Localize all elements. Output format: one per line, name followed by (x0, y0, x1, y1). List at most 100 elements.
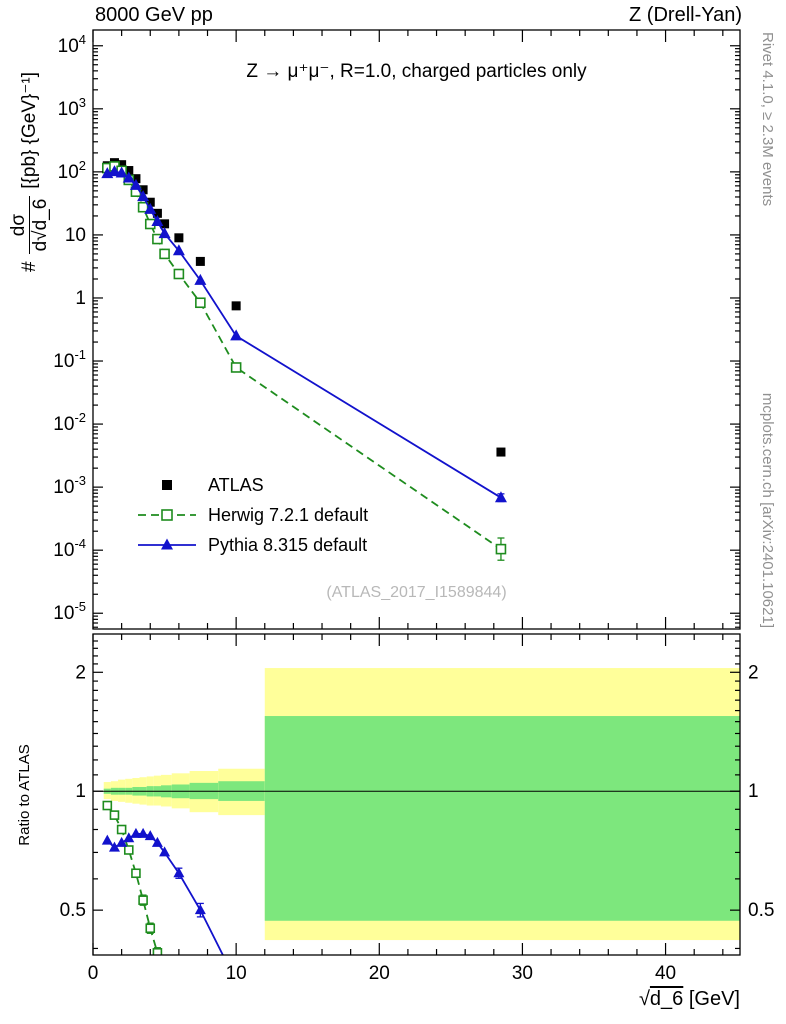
marker-square-open (145, 923, 156, 934)
marker-square-open (116, 824, 127, 835)
legend-item-pythia: Pythia 8.315 default (136, 532, 368, 558)
marker-triangle-filled (144, 202, 157, 214)
ylabel-denominator: d√d_6 (29, 195, 52, 255)
x-tick-label: 40 (655, 963, 676, 984)
legend: ATLAS Herwig 7.2.1 default Pythia 8.315 de… (136, 472, 368, 558)
marker-triangle-filled (194, 904, 206, 915)
marker-square-open (495, 543, 507, 555)
main-y-axis-label: # dσ d√d_6 [{pb} {GeV}⁻¹] (8, 72, 52, 272)
marker-square-open (138, 895, 148, 905)
legend-item-herwig: Herwig 7.2.1 default (136, 502, 368, 528)
analysis-watermark: (ATLAS_2017_I1589844) (326, 584, 507, 601)
legend-label: Herwig 7.2.1 default (208, 504, 369, 525)
marker-triangle-filled (159, 846, 171, 857)
marker-square-filled (152, 208, 162, 218)
x-tick-label: 10 (226, 963, 247, 984)
marker-triangle-filled (123, 832, 135, 843)
y-tick-label: 104 (58, 32, 86, 57)
ratio-panel-frame (92, 633, 741, 956)
ylabel-prefix: # (18, 261, 40, 273)
marker-square-open (131, 868, 141, 879)
marker-square-filled (138, 185, 148, 195)
marker-square-filled (496, 447, 506, 457)
rivet-version-note: Rivet 4.1.0, ≥ 2.3M events (759, 32, 776, 207)
ratio-tick-label-right: 0.5 (748, 900, 774, 921)
ratio-uncertainty-bands (103, 668, 740, 941)
ylabel-units: [{pb} {GeV}⁻¹] (19, 71, 41, 189)
marker-triangle-filled (151, 836, 163, 847)
xlabel-root: d_6 (649, 988, 684, 1010)
marker-triangle-filled (494, 491, 507, 503)
legend-marker-triangle-filled (138, 538, 196, 550)
marker-triangle-filled (130, 827, 142, 838)
marker-triangle-filled (137, 190, 150, 202)
marker-triangle-filled (151, 215, 164, 227)
ratio-tick-label-right: 2 (748, 662, 759, 683)
pythia-series-main (101, 165, 507, 503)
marker-square-open (102, 800, 113, 811)
x-tick-label: 30 (512, 963, 533, 984)
marker-triangle-filled (129, 178, 142, 190)
ratio-y-axis-label: Ratio to ATLAS (16, 744, 33, 846)
ratio-tick-label-left: 2 (75, 662, 86, 683)
y-tick-label: 10-5 (53, 599, 86, 624)
process-label: Z (Drell-Yan) (629, 4, 742, 26)
y-tick-label: 10-1 (53, 347, 86, 372)
ratio-series (101, 800, 224, 955)
marker-triangle-filled (101, 834, 113, 845)
y-tick-label: 10-2 (53, 410, 86, 435)
legend-marker-square-filled (162, 480, 172, 490)
marker-triangle-filled (173, 867, 185, 878)
marker-square-open (123, 845, 134, 855)
marker-square-open (152, 947, 163, 955)
marker-triangle-filled (122, 171, 135, 183)
ratio-tick-label-left: 0.5 (60, 900, 86, 921)
main-series (101, 158, 507, 561)
marker-square-filled (160, 219, 170, 229)
plot-title: Z → μ⁺μ⁻, R=1.0, charged particles only (246, 61, 587, 82)
ylabel-fraction: dσ d√d_6 (8, 195, 52, 255)
marker-square-open (137, 201, 149, 213)
axis-ticks (92, 30, 740, 955)
marker-square-open (109, 810, 120, 820)
legend-label: ATLAS (208, 474, 264, 495)
marker-square-filled (195, 256, 205, 266)
marker-triangle-filled (172, 244, 185, 256)
ratio-tick-label-right: 1 (748, 781, 759, 802)
marker-square-filled (145, 197, 155, 207)
pythia-series-ratio (101, 827, 224, 955)
herwig-series-ratio (102, 800, 163, 955)
atlas-series-main (102, 158, 506, 457)
marker-triangle-filled (194, 273, 207, 285)
ylabel-denominator-root: d_6 (30, 198, 52, 231)
marker-square-open (152, 233, 163, 245)
ratio-tick-label-left: 1 (75, 781, 86, 802)
y-tick-label: 10 (65, 225, 86, 246)
marker-triangle-filled (108, 841, 120, 852)
y-tick-label: 10-4 (53, 536, 86, 561)
ylabel-denominator-pre: d√ (30, 230, 52, 252)
y-tick-label: 102 (58, 158, 86, 183)
marker-square-open (173, 268, 185, 280)
xlabel-units: [GeV] (683, 988, 740, 1010)
legend-item-atlas: ATLAS (136, 472, 368, 498)
marker-triangle-filled (115, 166, 128, 178)
legend-marker-square-open (138, 509, 196, 521)
marker-triangle-filled (230, 329, 243, 341)
main-panel-frame (92, 29, 741, 630)
marker-triangle-filled (161, 538, 173, 550)
y-tick-label: 1 (75, 288, 86, 309)
marker-square-open (159, 248, 170, 260)
marker-square-filled (131, 174, 141, 184)
marker-triangle-filled (137, 827, 149, 838)
marker-square-filled (117, 160, 127, 170)
legend-label: Pythia 8.315 default (208, 534, 368, 555)
y-tick-label: 10-3 (53, 473, 86, 498)
marker-triangle-filled (158, 227, 171, 239)
marker-square-open (230, 362, 242, 373)
marker-square-open (195, 297, 206, 309)
marker-triangle-filled (116, 836, 128, 847)
marker-square-filled (174, 233, 184, 243)
